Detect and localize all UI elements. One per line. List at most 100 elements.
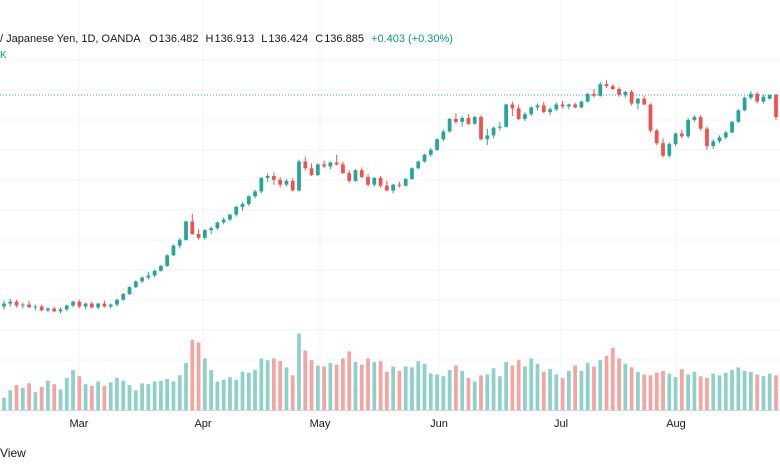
candle-body [366,176,370,185]
candle-body [592,93,596,96]
volume-bar [774,375,778,410]
candle-body [460,118,465,122]
candle-body [14,301,19,306]
volume-bar [265,360,270,410]
candle-body [259,177,264,192]
candle-body [717,137,722,142]
volume-bar [573,365,578,410]
volume-bar [510,365,515,410]
candle-body [140,277,144,282]
candle-body [159,265,163,271]
volume-bar [334,364,339,410]
volume-bar [592,366,596,410]
volume-bar [20,387,25,410]
legend-ohlc: / Japanese Yen, 1D, OANDA O136.482 H136.… [0,33,453,45]
candle-body [598,84,603,96]
candle-body [749,93,753,98]
x-tick-label: Apr [194,418,211,430]
volume-bar [516,360,521,410]
candle-body [610,86,615,89]
footer-view-text[interactable]: View [0,446,26,460]
candle-body [290,180,295,191]
volume-bar [554,374,559,410]
volume-bar [730,370,734,410]
candle-body [58,309,63,312]
candle-body [698,117,703,129]
candle-body [397,184,402,186]
candle-body [454,118,458,122]
volume-bar [428,373,433,410]
volume-bar [177,375,182,410]
volume-bar [422,363,427,410]
candle-body [711,141,716,147]
candle-body [152,270,157,276]
candle-body [33,306,38,308]
high-value: 136.913 [214,33,255,45]
candle-body [673,133,678,145]
candle-body [761,96,766,102]
volume-bar [8,390,13,410]
candle-body [284,180,289,185]
candle-body [529,107,534,115]
candle-body [573,104,578,108]
x-tick-label: Jun [430,418,448,430]
candle-body [202,230,207,238]
volume-bar [636,371,640,410]
volume-bar [441,376,446,410]
candle-body [77,301,82,307]
volume-bar [535,363,540,410]
candle-body [303,161,308,169]
candle-body [89,303,94,308]
volume-bar [290,375,295,410]
volume-bar [717,375,722,410]
candle-body [566,104,571,107]
volume-bar [171,381,176,410]
candle-body [253,191,257,197]
candle-body [435,139,439,150]
candle-body [108,304,113,307]
volume-bar [209,370,214,410]
volume-bar [378,361,383,410]
candle-body [209,228,214,231]
candle-body [315,164,320,176]
volume-bar [384,371,389,410]
volume-bar [165,378,170,410]
candle-body [240,204,245,207]
candle-body [554,104,559,110]
candle-body [755,93,760,102]
volume-bar [2,397,6,410]
volume-bar [435,374,439,410]
candle-body [246,196,251,205]
close-value: 136.885 [324,33,364,45]
candle-body [228,214,232,220]
volume-bar [240,371,245,410]
x-tick-label: May [310,418,331,430]
candle-body [8,301,13,304]
candle-body [723,132,728,138]
candle-body [52,308,57,312]
candle-body [617,89,621,95]
volume-bar [686,374,691,410]
candle-body [372,177,377,185]
volume-bar [372,362,377,410]
candle-body [579,101,584,108]
candle-body [623,91,628,95]
candle-body [234,206,239,215]
volume-bar [228,377,232,410]
volume-bar [347,351,352,410]
volume-bar [403,366,408,410]
volume-bar [77,376,82,410]
volume-bar [698,376,703,410]
volume-bar [761,376,766,410]
volume-bar [133,390,138,410]
candle-body [479,117,483,140]
candle-body [560,104,565,107]
candle-body [46,308,50,311]
candle-body [127,287,132,294]
volume-bar [246,372,251,410]
volume-bar [64,378,69,410]
candle-body [705,128,709,147]
candle-body [686,119,691,137]
